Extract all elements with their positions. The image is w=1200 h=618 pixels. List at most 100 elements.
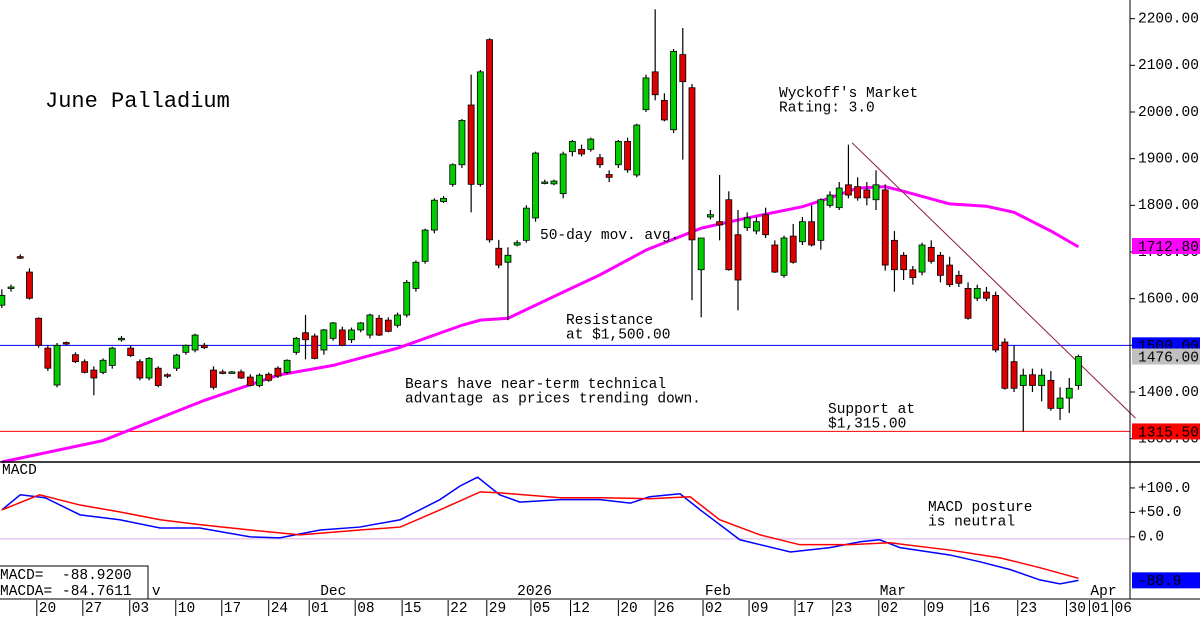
candle-body (550, 180, 558, 185)
candle-body (513, 242, 521, 246)
candle-body (403, 281, 411, 316)
level-tag (1132, 423, 1200, 440)
candle-body (532, 152, 539, 219)
candle-body (108, 347, 116, 366)
candle-body (1019, 374, 1027, 386)
candle-body (338, 329, 346, 346)
candle-body (384, 319, 392, 332)
x-tick-label: 27 (85, 601, 102, 617)
candle-body (7, 286, 15, 289)
candle-body (660, 99, 668, 121)
candle-body (605, 174, 613, 178)
x-tick-label: 16 (973, 601, 990, 617)
candle-body (164, 374, 171, 377)
candle-body (118, 337, 125, 341)
candle-body (541, 181, 549, 184)
candle-body (440, 197, 447, 202)
month-label: Dec (320, 584, 346, 600)
candle-body (946, 264, 954, 286)
candle-body (973, 287, 981, 299)
x-tick-label: 23 (1020, 601, 1037, 617)
candle-body (1047, 379, 1055, 409)
x-tick-label: 15 (404, 601, 421, 617)
candle-body (320, 329, 328, 351)
candle-body (753, 221, 760, 232)
annotation: advantage as prices trending down. (405, 391, 701, 407)
candle-body (35, 317, 43, 346)
candle-body (62, 342, 70, 345)
candle-body (799, 221, 806, 243)
candle-body (624, 140, 631, 171)
candle-body (633, 124, 641, 176)
y-tick-label: 2200.00 (1138, 11, 1199, 27)
x-tick-label: 26 (657, 601, 674, 617)
candle-body (614, 140, 622, 166)
candle-body (449, 164, 457, 185)
candle-body (559, 153, 567, 195)
candle-body (1065, 387, 1073, 399)
x-tick-label: 23 (835, 601, 852, 617)
annotation: Support at (828, 402, 915, 418)
chart-title: June Palladium (45, 89, 230, 114)
candle-body (467, 104, 475, 185)
month-label: Mar (880, 584, 906, 600)
candle-body (697, 237, 705, 271)
annotation: at $1,500.00 (566, 327, 670, 343)
candle-body (145, 357, 153, 379)
level-tag-label: 1712.80 (1138, 240, 1199, 256)
candle-body (706, 214, 714, 218)
candle-body (81, 361, 89, 373)
y-tick-label: 2000.00 (1138, 105, 1199, 121)
trend-line (851, 142, 1136, 419)
candle-body (992, 294, 1000, 351)
candle-body (246, 376, 254, 386)
candle-body (16, 256, 24, 259)
level-tag (1132, 348, 1200, 365)
candle-body (909, 269, 917, 279)
candle-body (1075, 356, 1082, 386)
moving-average (1, 185, 1080, 464)
y-tick-label: 2100.00 (1138, 58, 1199, 74)
x-tick-label: 02 (705, 601, 722, 617)
candle-body (817, 199, 825, 241)
candle-body (44, 347, 52, 369)
candle-body (191, 334, 199, 351)
x-tick-label: 17 (224, 601, 241, 617)
candle-body (302, 332, 309, 341)
candle-body (835, 187, 843, 209)
candle-body (964, 287, 972, 319)
candle-body (182, 344, 190, 353)
x-tick-label: 29 (489, 601, 506, 617)
annotation: MACD posture (928, 500, 1032, 516)
readout-value: -88.9200 (62, 568, 132, 584)
candle-body (734, 234, 742, 281)
x-tick-label: 20 (620, 601, 637, 617)
x-tick-label: 01 (1092, 601, 1109, 617)
candle-body (200, 344, 208, 349)
candle-body (430, 199, 438, 231)
candle-body (348, 329, 355, 341)
candle-body (173, 354, 181, 369)
level-tag-label: -88.9 (1138, 574, 1182, 590)
candle-body (863, 189, 871, 199)
candle-body (495, 247, 503, 266)
candle-body (136, 361, 144, 379)
candle-body (725, 199, 733, 271)
x-tick-label: 05 (533, 601, 550, 617)
candle-body (651, 71, 659, 96)
candle-body (283, 359, 291, 373)
x-tick-label: 12 (573, 601, 590, 617)
candle-body (0, 294, 6, 306)
x-tick-label: 20 (39, 601, 56, 617)
candle-body (670, 50, 677, 131)
candle-body (918, 244, 926, 273)
x-tick-label: 09 (751, 601, 768, 617)
candle-body (504, 254, 512, 263)
annotation: 50-day mov. avg. (540, 228, 679, 244)
annotation: Rating: 3.0 (779, 100, 875, 116)
x-tick-label: 03 (132, 601, 149, 617)
y-tick-label: 1800.00 (1138, 198, 1199, 214)
panel-title: MACD (2, 463, 37, 479)
candle-body (1001, 341, 1009, 389)
